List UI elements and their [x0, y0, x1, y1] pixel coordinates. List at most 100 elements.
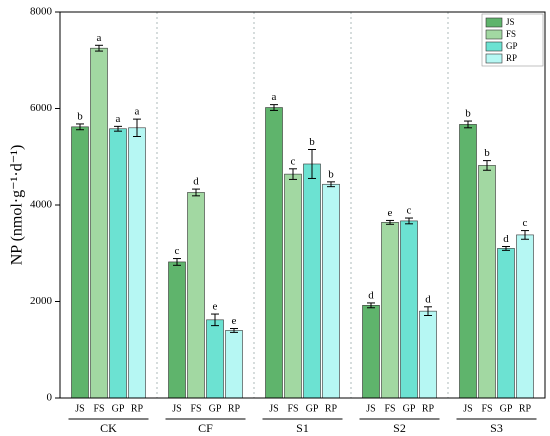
error-bar — [464, 120, 472, 129]
error-bar — [114, 125, 122, 132]
x-sub-label: JS — [269, 403, 278, 414]
significance-letter: b — [328, 168, 334, 180]
bar — [109, 128, 127, 399]
plot-frame — [59, 11, 546, 399]
significance-letter: d — [193, 176, 199, 188]
y-tick-label: 8000 — [30, 6, 53, 18]
x-group-label: S3 — [490, 421, 503, 435]
x-group-label: CF — [198, 421, 213, 435]
x-sub-label: RP — [519, 403, 532, 414]
legend-swatch — [485, 17, 503, 28]
significance-letter: a — [97, 32, 102, 44]
bar — [90, 47, 108, 399]
significance-letter: d — [368, 289, 374, 301]
error-bar — [270, 104, 278, 111]
y-tick-label: 6000 — [30, 102, 53, 114]
bar — [497, 248, 515, 399]
y-tick-label: 2000 — [30, 295, 53, 307]
bar — [128, 127, 146, 399]
error-bar — [173, 258, 181, 266]
x-sub-label: GP — [403, 403, 416, 414]
legend-label: RP — [506, 53, 517, 63]
error-bar — [289, 168, 297, 180]
legend-swatch — [485, 53, 503, 64]
error-bar — [230, 328, 238, 333]
bar — [322, 183, 340, 399]
bar — [71, 126, 89, 399]
significance-letter: d — [425, 293, 431, 305]
significance-letter: a — [272, 91, 277, 103]
bar — [303, 163, 321, 399]
bar — [168, 261, 186, 399]
significance-letter: d — [503, 233, 509, 245]
y-tick-label: 4000 — [30, 199, 53, 211]
error-bar — [95, 44, 103, 52]
x-group-label: CK — [100, 421, 117, 435]
bar — [459, 124, 477, 399]
bar — [187, 192, 205, 399]
significance-letter: c — [291, 155, 296, 167]
significance-letter: b — [484, 147, 490, 159]
significance-letter: b — [465, 108, 471, 120]
x-sub-label: JS — [75, 403, 84, 414]
error-bar — [483, 160, 491, 171]
error-bar — [386, 219, 394, 225]
bar — [206, 319, 224, 399]
significance-letter: e — [213, 301, 218, 313]
bar — [478, 165, 496, 399]
legend-label: GP — [506, 41, 518, 51]
y-axis-label: NP (nmol·g⁻¹·d⁻¹) — [9, 145, 26, 266]
bar — [225, 330, 243, 399]
error-bar — [133, 118, 141, 137]
x-sub-label: GP — [112, 403, 125, 414]
significance-letter: b — [77, 110, 83, 122]
error-bar — [521, 230, 529, 240]
bar — [419, 310, 437, 399]
x-sub-label: JS — [366, 403, 375, 414]
x-sub-label: GP — [500, 403, 513, 414]
legend-label: FS — [506, 29, 516, 39]
significance-letter: c — [175, 245, 180, 257]
bar — [381, 222, 399, 399]
x-sub-label: RP — [422, 403, 435, 414]
error-bar — [211, 313, 219, 327]
bar — [265, 107, 283, 399]
x-sub-label: RP — [131, 403, 144, 414]
error-bar — [424, 306, 432, 316]
x-sub-label: JS — [463, 403, 472, 414]
bar — [400, 220, 418, 399]
x-group-label: S1 — [296, 421, 309, 435]
legend-label: JS — [506, 17, 515, 27]
error-bar — [502, 245, 510, 251]
significance-letter: b — [309, 136, 315, 148]
error-bar — [367, 302, 375, 309]
bar — [516, 234, 534, 399]
x-sub-label: FS — [481, 403, 492, 414]
x-sub-label: JS — [172, 403, 181, 414]
error-bar — [308, 149, 316, 179]
significance-letter: a — [135, 106, 140, 118]
x-sub-label: FS — [384, 403, 395, 414]
bar — [284, 173, 302, 399]
error-bar — [327, 181, 335, 188]
error-bar — [192, 188, 200, 197]
significance-letter: c — [407, 205, 412, 217]
x-sub-label: FS — [93, 403, 104, 414]
y-tick-label: 0 — [47, 392, 53, 404]
x-sub-label: RP — [228, 403, 241, 414]
error-bar — [76, 123, 84, 131]
error-bar — [405, 217, 413, 225]
significance-letter: e — [232, 315, 237, 327]
x-group-label: S2 — [393, 421, 406, 435]
x-sub-label: FS — [287, 403, 298, 414]
x-sub-label: GP — [209, 403, 222, 414]
bar — [362, 305, 380, 399]
legend-swatch — [485, 29, 503, 40]
significance-letter: e — [388, 207, 393, 219]
x-sub-label: GP — [306, 403, 319, 414]
significance-letter: c — [523, 217, 528, 229]
x-sub-label: RP — [325, 403, 338, 414]
significance-letter: a — [116, 113, 121, 125]
legend-swatch — [485, 41, 503, 52]
